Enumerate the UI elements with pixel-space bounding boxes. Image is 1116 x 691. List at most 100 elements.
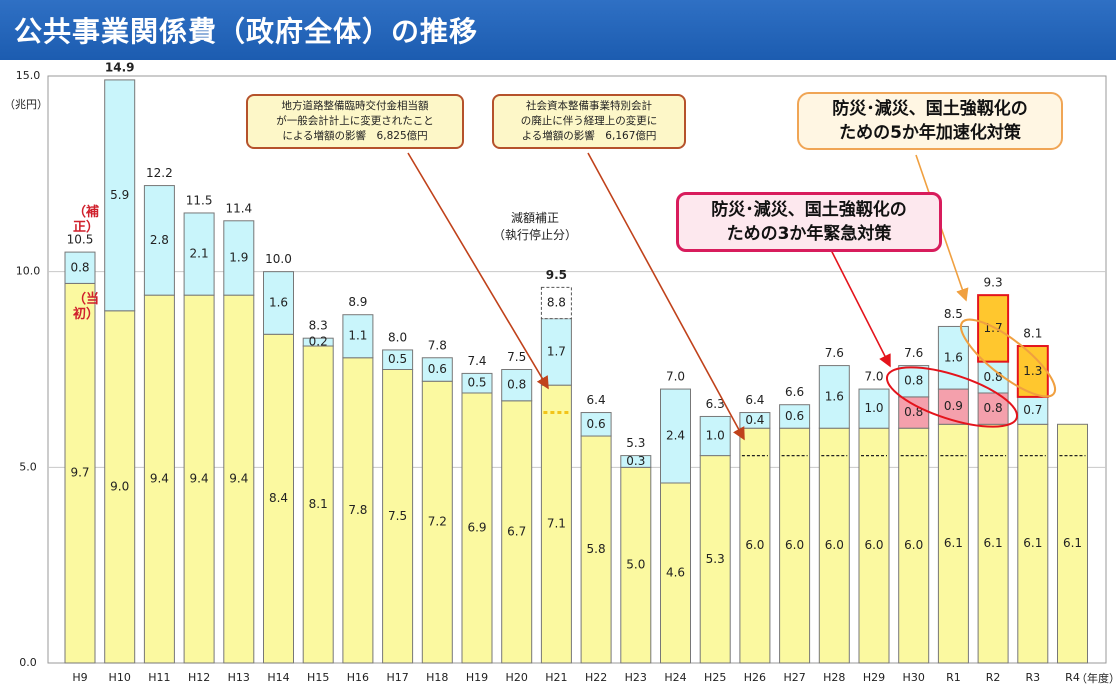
segment-value-label: 6.0 (904, 538, 923, 552)
x-tick-label: H10 (109, 671, 131, 684)
bar-total-label: 6.4 (745, 393, 764, 407)
x-tick-label: H14 (267, 671, 289, 684)
bar-segment-reduction (540, 286, 572, 320)
x-tick-label: H11 (148, 671, 170, 684)
bar-segment (342, 357, 374, 664)
bar-segment (739, 427, 771, 664)
bar-total-label: 8.5 (944, 307, 963, 321)
segment-value-label: 5.0 (626, 558, 645, 572)
x-tick-label: H24 (664, 671, 686, 684)
segment-value-label: 1.0 (706, 429, 725, 443)
bar-segment (223, 294, 255, 664)
segment-value-label: 8.8 (547, 295, 566, 309)
segment-value-label: 0.5 (388, 352, 407, 366)
bar-segment (898, 365, 930, 398)
segment-value-label: 1.0 (864, 401, 883, 415)
segment-value-label: 8.4 (269, 491, 288, 505)
segment-value-label: 6.0 (864, 538, 883, 552)
segment-value-label: 0.8 (904, 374, 923, 388)
bar-total-label: 7.0 (666, 370, 685, 384)
bar-segment (223, 220, 255, 296)
segment-value-label: 9.4 (150, 472, 169, 486)
bar-segment (342, 314, 374, 359)
chart: 0.0 5.0 10.0 15.0 9.7 0.8 10.5 H9 9.0 5.9 14.9 H10 9… (16, 60, 1107, 684)
bar-segment (104, 310, 136, 664)
bar-segment (1017, 396, 1049, 425)
x-tick-label: H27 (783, 671, 805, 684)
bar-total-label: 7.5 (507, 350, 526, 364)
accelerated-5yr-line-1: 防災･減災、国土強靱化の (832, 99, 1028, 119)
segment-value-label: 9.0 (110, 479, 129, 493)
road-fund-line-2: が一般会計計上に変更されたこと (276, 115, 434, 127)
segment-value-label: 0.3 (626, 454, 645, 468)
segment-value-label: 6.1 (944, 536, 963, 550)
segment-value-label: 7.1 (547, 517, 566, 531)
segment-value-label: 6.1 (984, 536, 1003, 550)
segment-value-label: 0.8 (70, 260, 89, 274)
road-fund-arrow (407, 152, 549, 390)
bar-total-label: 7.6 (825, 346, 844, 360)
bar-segment (1057, 423, 1088, 664)
x-tick-label: H18 (426, 671, 448, 684)
bar-segment (977, 423, 1009, 664)
segment-value-label: 6.0 (825, 538, 844, 552)
segment-value-label: 1.6 (269, 295, 288, 309)
bar-total-label: 8.3 (309, 319, 328, 333)
bar-segment (580, 412, 612, 437)
x-tick-label: H19 (466, 671, 488, 684)
segment-value-label: 7.2 (428, 515, 447, 529)
bar-segment (382, 349, 414, 370)
bar-total-label: 10.0 (265, 252, 292, 266)
segment-value-label: 8.1 (309, 497, 328, 511)
bar-segment (858, 388, 890, 429)
segment-value-label: 2.4 (666, 429, 685, 443)
accelerated-5yr-callout: 防災･減災、国土強靱化の ための5か年加速化対策 (797, 92, 1063, 150)
segment-value-label: 2.1 (190, 247, 209, 261)
segment-value-label: 0.6 (587, 417, 606, 431)
x-tick-label: H15 (307, 671, 329, 684)
bar-segment (421, 380, 453, 664)
bar-segment (64, 251, 96, 284)
bar-segment (461, 372, 493, 394)
emergency-3yr-arrow (828, 245, 891, 368)
bar-segment (143, 294, 175, 664)
segment-value-label: 9.4 (190, 472, 209, 486)
segment-value-label: 0.6 (785, 409, 804, 423)
segment-value-label: 0.8 (984, 401, 1003, 415)
bar-segment (620, 455, 652, 468)
segment-value-label: 0.9 (944, 399, 963, 413)
segment-value-label: 1.7 (547, 344, 566, 358)
segment-value-label: 9.4 (229, 472, 248, 486)
bar-total-label: 7.6 (904, 346, 923, 360)
bar-segment (104, 79, 136, 312)
segment-value-label: 1.1 (348, 329, 367, 343)
bar-total-label: 8.0 (388, 330, 407, 344)
segment-value-label: 0.8 (904, 405, 923, 419)
bar-total-label: 6.3 (706, 397, 725, 411)
bar-segment (660, 482, 691, 664)
road-fund-callout: 地方道路整備臨時交付金相当額 が一般会計計上に変更されたこと による増額の影響 … (246, 94, 464, 149)
segment-value-label: 0.5 (467, 376, 486, 390)
x-tick-label: H20 (506, 671, 528, 684)
bar-total-label: 9.3 (984, 276, 1003, 290)
bar-segment (898, 427, 930, 664)
segment-value-label: 0.7 (1023, 403, 1042, 417)
accelerated-5yr-line-2: ための5か年加速化対策 (839, 123, 1021, 143)
bar-total-label: 6.6 (785, 385, 804, 399)
x-tick-label: H30 (903, 671, 925, 684)
segment-value-label: 0.6 (428, 362, 447, 376)
h9-initial-label: （当初） (73, 292, 100, 322)
bar-segment (421, 357, 453, 382)
segment-value-label: 0.8 (507, 378, 526, 392)
bar-segment (302, 345, 334, 664)
bar-segment (818, 365, 850, 429)
bar-segment (382, 369, 414, 664)
accelerated-5yr-ellipse (959, 318, 1057, 398)
bar-total-label: 11.4 (225, 201, 252, 215)
x-axis-unit: （年度） (1076, 672, 1116, 685)
social-capital-line-1: 社会資本整備事業特別会計 (526, 100, 652, 112)
bar-segment (937, 388, 969, 425)
segment-value-label: 6.9 (467, 520, 486, 534)
emergency-3yr-line-2: ための3か年緊急対策 (726, 224, 892, 244)
bar-total-label: 9.5 (546, 268, 567, 282)
